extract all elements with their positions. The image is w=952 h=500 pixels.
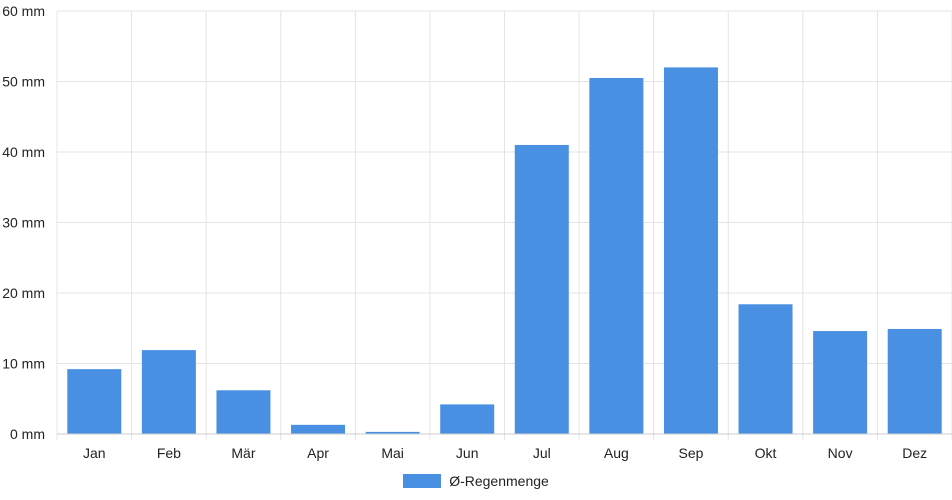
y-tick-label: 0 mm	[10, 426, 45, 442]
x-tick-label: Nov	[828, 445, 853, 461]
y-tick-labels: 0 mm 10 mm 20 mm 30 mm 40 mm 50 mm 60 mm	[2, 3, 45, 442]
x-tick-label: Okt	[755, 445, 777, 461]
x-tick-label: Sep	[678, 445, 703, 461]
bar[interactable]	[514, 144, 569, 434]
bar[interactable]	[738, 304, 793, 434]
y-tick-label: 20 mm	[2, 285, 45, 301]
x-tick-label: Mai	[381, 445, 404, 461]
y-tick-label: 10 mm	[2, 356, 45, 372]
x-tick-label: Aug	[604, 445, 629, 461]
legend-label: Ø-Regenmenge	[449, 473, 549, 489]
y-tick-label: 40 mm	[2, 144, 45, 160]
bar[interactable]	[291, 424, 346, 434]
bar[interactable]	[589, 77, 644, 434]
bar[interactable]	[365, 431, 420, 434]
legend-swatch	[403, 474, 442, 488]
x-tick-label: Dez	[902, 445, 927, 461]
grid-lines	[56, 10, 952, 440]
x-tick-label: Jun	[456, 445, 479, 461]
y-tick-label: 30 mm	[2, 215, 45, 231]
x-tick-label: Apr	[307, 445, 329, 461]
bar[interactable]	[67, 369, 122, 434]
bar[interactable]	[813, 331, 868, 434]
x-tick-labels: Jan Feb Mär Apr Mai Jun Jul Aug Sep Okt Nov Dez	[83, 445, 927, 461]
y-tick-label: 60 mm	[2, 3, 45, 19]
bar[interactable]	[887, 328, 942, 434]
legend[interactable]: Ø-Regenmenge	[0, 473, 952, 489]
bars	[67, 67, 942, 435]
x-tick-label: Jan	[83, 445, 106, 461]
y-tick-label: 50 mm	[2, 74, 45, 90]
x-tick-label: Feb	[157, 445, 181, 461]
bar[interactable]	[216, 390, 271, 434]
x-tick-label: Mär	[231, 445, 255, 461]
x-tick-label: Jul	[533, 445, 551, 461]
bar[interactable]	[663, 67, 718, 435]
bar[interactable]	[440, 404, 495, 434]
bar[interactable]	[141, 350, 196, 434]
